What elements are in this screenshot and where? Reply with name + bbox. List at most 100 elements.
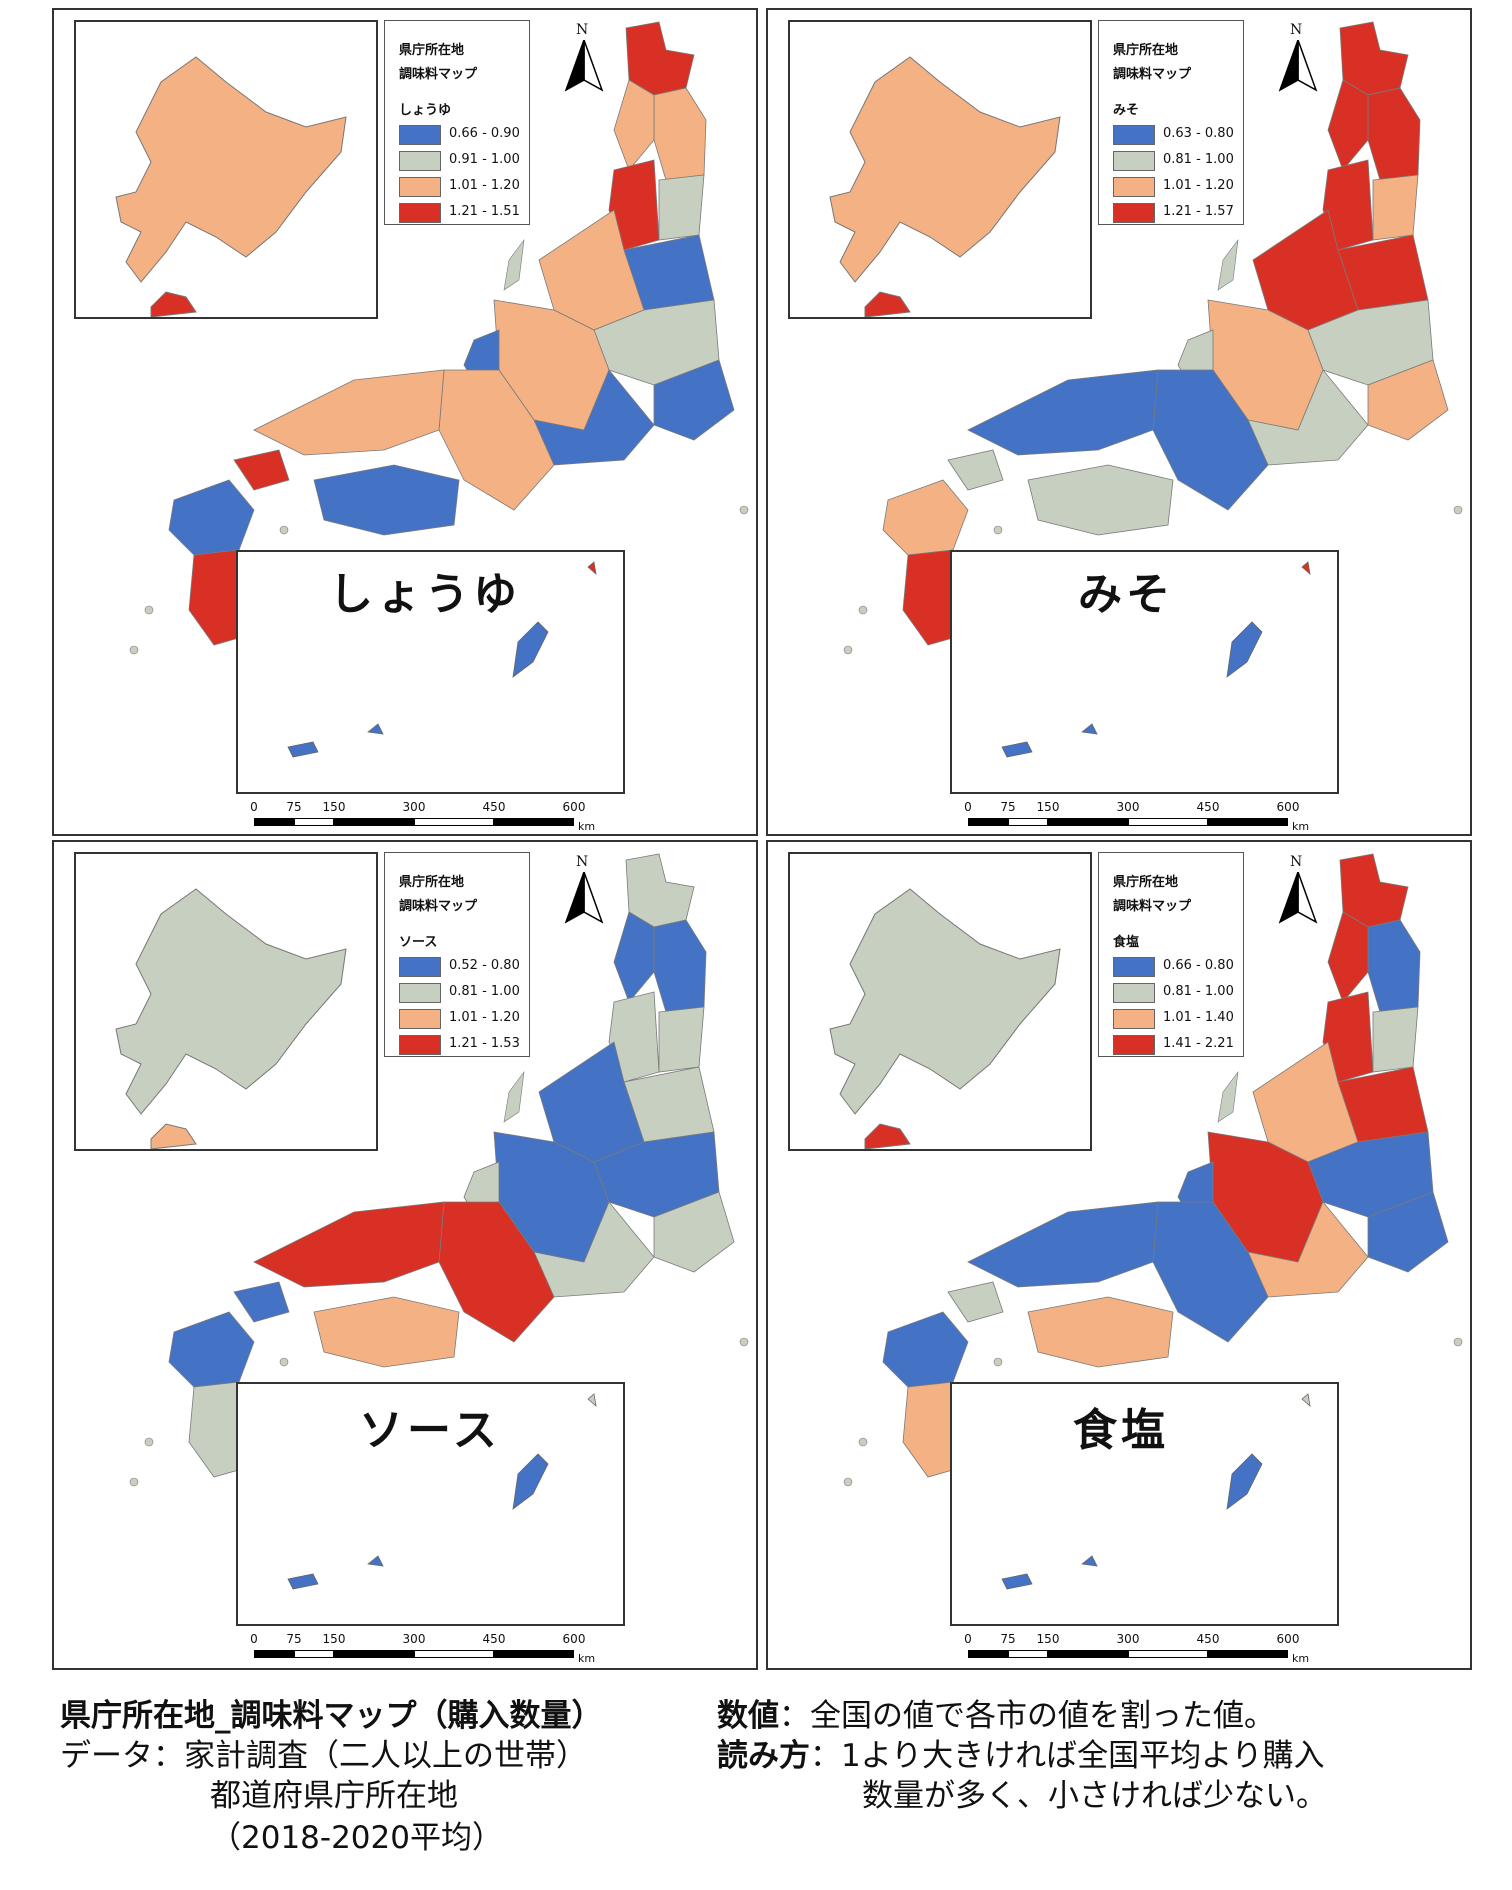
- prefecture-region: [1152, 369, 1269, 511]
- scale-segment: [1048, 818, 1128, 826]
- caption-value-definition: 数値：全国の値で各市の値を割った値。: [717, 1698, 1275, 1734]
- scale-tick-label: 300: [1116, 800, 1140, 814]
- island: [129, 1477, 139, 1487]
- north-label: N: [1290, 22, 1303, 38]
- north-label: N: [576, 22, 589, 38]
- legend-title-line2: 調味料マップ: [399, 899, 478, 914]
- japan-map: [129, 21, 749, 655]
- prefecture-region: [1367, 919, 1421, 1013]
- north-arrow-icon: N: [1278, 22, 1318, 92]
- scale-segment: [334, 1650, 414, 1658]
- legend-swatch: [1113, 151, 1155, 171]
- legend-class-label: 0.81 - 1.00: [449, 984, 520, 999]
- map-panel-miso: みそ 県庁所在地 調味料マップ みそ 0.63 - 0.80 0.81 - 1.00 1.0…: [766, 8, 1472, 836]
- scale-tick-label: 300: [1116, 1632, 1140, 1646]
- legend-swatch: [1113, 1009, 1155, 1029]
- scale-segment: [334, 818, 414, 826]
- prefecture-region: [613, 79, 655, 171]
- okinawa-region: [1226, 1453, 1263, 1510]
- legend-title-line2: 調味料マップ: [1113, 899, 1192, 914]
- legend-title-line1: 県庁所在地: [399, 43, 465, 58]
- scale-segment: [294, 1650, 334, 1658]
- legend-swatch: [399, 177, 441, 197]
- hokkaido-region: [115, 56, 347, 283]
- scale-segment: [1008, 1650, 1048, 1658]
- prefecture-region: [438, 1201, 555, 1343]
- island: [1453, 1337, 1463, 1347]
- scale-segment: [1128, 818, 1208, 826]
- scale-tick-label: 150: [322, 800, 346, 814]
- scale-tick-label: 600: [562, 1632, 586, 1646]
- prefecture-region: [658, 174, 705, 241]
- legend-title-line2: 調味料マップ: [1113, 67, 1192, 82]
- legend-title-line1: 県庁所在地: [399, 875, 465, 890]
- scale-segment: [968, 1650, 1008, 1658]
- island: [858, 1437, 868, 1447]
- north-arrow-icon: N: [564, 22, 604, 92]
- scale-tick-label: 0: [964, 1632, 972, 1646]
- prefecture-region: [1367, 1191, 1449, 1273]
- legend-title-line2: 調味料マップ: [399, 67, 478, 82]
- caption-data-source: データ：家計調査（二人以上の世帯）: [60, 1738, 587, 1774]
- okinawa-region: [512, 621, 549, 678]
- legend-class-label: 1.01 - 1.20: [449, 178, 520, 193]
- prefecture-region: [947, 449, 1004, 491]
- scale-tick-label: 75: [286, 800, 302, 814]
- legend-class-label: 0.63 - 0.80: [1163, 126, 1234, 141]
- legend-swatch: [1113, 203, 1155, 223]
- island: [129, 645, 139, 655]
- legend-class-label: 1.01 - 1.40: [1163, 1010, 1234, 1025]
- island: [144, 605, 154, 615]
- scale-tick-label: 0: [964, 800, 972, 814]
- island: [858, 605, 868, 615]
- prefecture-region: [1152, 1201, 1269, 1343]
- prefecture-region: [168, 1311, 255, 1388]
- legend-swatch: [399, 957, 441, 977]
- island: [843, 645, 853, 655]
- scale-segment: [254, 818, 294, 826]
- prefecture-region: [233, 1281, 290, 1323]
- legend-series-name: 食塩: [1113, 935, 1140, 950]
- scale-segment: [414, 1650, 494, 1658]
- prefecture-region: [613, 911, 655, 1003]
- okinawa-inset: [950, 550, 1339, 794]
- legend-class-label: 0.52 - 0.80: [449, 958, 520, 973]
- scale-tick-label: 150: [1036, 1632, 1060, 1646]
- okinawa-inset: [950, 1382, 1339, 1626]
- island: [279, 1357, 289, 1367]
- legend-class-label: 1.21 - 1.51: [449, 204, 520, 219]
- legend-swatch: [399, 203, 441, 223]
- island: [993, 525, 1003, 535]
- caption-data-scope: 都道府県庁所在地: [210, 1778, 458, 1814]
- legend-class-label: 0.66 - 0.80: [1163, 958, 1234, 973]
- prefecture-region: [1327, 79, 1369, 171]
- prefecture-region: [653, 359, 735, 441]
- legend-swatch: [399, 1035, 441, 1055]
- island: [144, 1437, 154, 1447]
- scale-unit: km: [1292, 820, 1310, 833]
- legend-swatch: [399, 125, 441, 145]
- legend-title-line1: 県庁所在地: [1113, 43, 1179, 58]
- prefecture-region: [313, 464, 460, 536]
- scale-tick-label: 450: [1196, 800, 1220, 814]
- map-title-label: 食塩: [1073, 1405, 1169, 1456]
- caption-data-period: （2018-2020平均）: [210, 1820, 503, 1856]
- prefecture-region: [1367, 87, 1421, 181]
- legend-series-name: ソース: [399, 935, 438, 950]
- legend-swatch: [399, 1009, 441, 1029]
- legend-swatch: [1113, 983, 1155, 1003]
- caption-title: 県庁所在地_調味料マップ（購入数量）: [60, 1698, 603, 1734]
- prefecture-region: [608, 991, 660, 1083]
- okinawa-region: [512, 1453, 549, 1510]
- map-legend: 県庁所在地 調味料マップ ソース 0.52 - 0.80 0.81 - 1.00 1.01…: [384, 852, 530, 1057]
- scale-segment: [494, 1650, 574, 1658]
- scale-bar: 0 75 150 300 450 600 km: [250, 800, 595, 833]
- north-label: N: [1290, 854, 1303, 870]
- legend-swatch: [1113, 177, 1155, 197]
- caption-reading-guide: 読み方：1より大きければ全国平均より購入: [717, 1738, 1325, 1774]
- prefecture-region: [1027, 464, 1174, 536]
- prefecture-region: [882, 479, 969, 556]
- prefecture-region: [313, 1296, 460, 1368]
- island: [843, 1477, 853, 1487]
- island: [279, 525, 289, 535]
